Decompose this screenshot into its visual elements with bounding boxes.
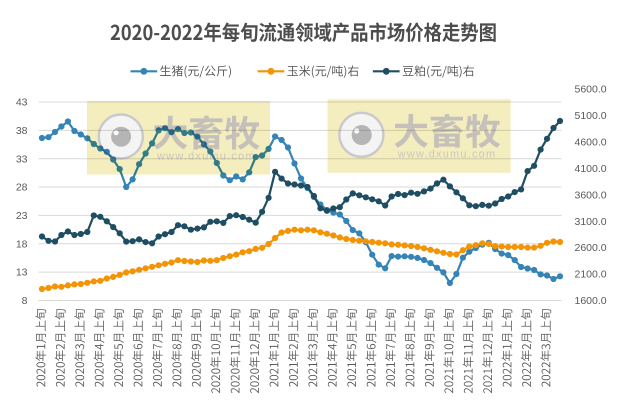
svg-text:13: 13 [16, 267, 28, 279]
svg-text:5100.0: 5100.0 [575, 110, 607, 122]
svg-text:3600.0: 3600.0 [575, 189, 607, 201]
svg-text:www.dxumu.com: www.dxumu.com [156, 150, 256, 162]
svg-text:28: 28 [16, 182, 28, 194]
svg-text:3100.0: 3100.0 [575, 216, 607, 228]
svg-text:8: 8 [22, 295, 28, 307]
svg-text:www.dxumu.com: www.dxumu.com [397, 149, 497, 161]
svg-text:2100.0: 2100.0 [575, 269, 607, 281]
svg-text:33: 33 [16, 153, 28, 165]
svg-text:38: 38 [16, 125, 28, 137]
svg-text:43: 43 [16, 97, 28, 109]
svg-text:23: 23 [16, 210, 28, 222]
svg-text:2600.0: 2600.0 [575, 242, 607, 254]
svg-text:4600.0: 4600.0 [575, 137, 607, 149]
svg-text:4100.0: 4100.0 [575, 163, 607, 175]
svg-text:1600.0: 1600.0 [575, 295, 607, 307]
svg-text:5600.0: 5600.0 [575, 84, 607, 96]
svg-text:18: 18 [16, 238, 28, 250]
